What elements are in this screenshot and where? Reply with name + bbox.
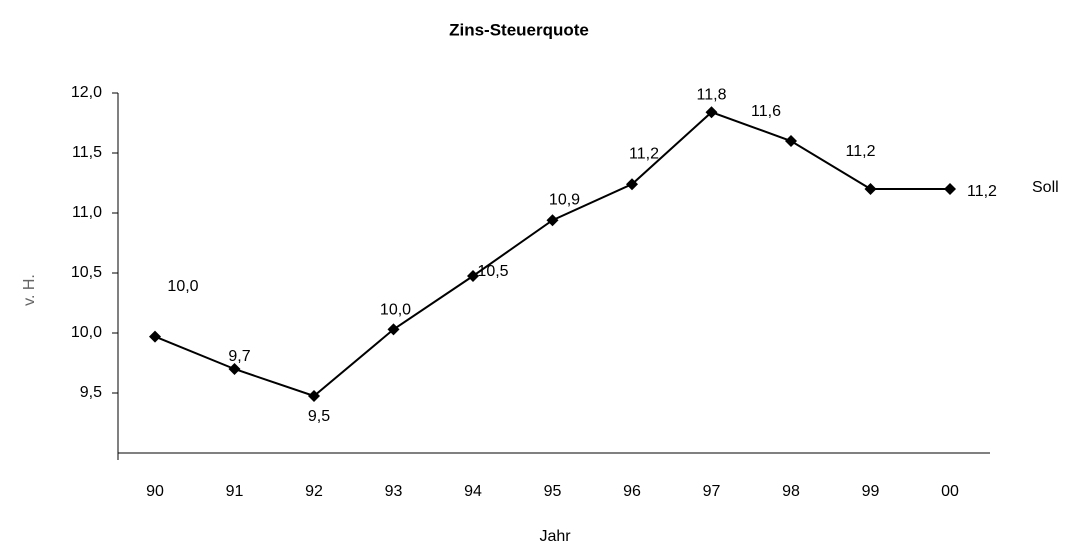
marker [308, 390, 320, 402]
y-tick-label: 9,5 [80, 384, 102, 401]
y-tick-label: 10,5 [71, 264, 102, 281]
y-tick-label: 10,0 [71, 324, 102, 341]
data-label: 10,0 [380, 302, 411, 319]
y-tick-label: 11,0 [72, 204, 102, 221]
x-tick-label: 90 [146, 483, 164, 500]
data-label: 11,2 [967, 183, 997, 200]
y-tick-label: 11,5 [72, 144, 102, 161]
line [154, 111, 950, 398]
marker [705, 106, 718, 119]
data-label: 11,8 [697, 86, 727, 103]
marker [546, 214, 559, 227]
marker [626, 178, 638, 191]
x-tick-label: 94 [464, 483, 482, 500]
marker [864, 183, 877, 195]
annotation: Soll [1032, 179, 1059, 196]
x-axis-label: Jahr [539, 528, 571, 545]
marker [387, 323, 400, 336]
data-label: 10,9 [549, 191, 580, 208]
chart-title: Zins-Steuerquote [449, 20, 589, 39]
marker [785, 135, 797, 147]
marker [467, 270, 479, 282]
x-tick-label: 98 [782, 483, 800, 500]
x-tick-label: 00 [941, 483, 959, 500]
y-tick-label: 12,0 [71, 84, 102, 101]
marker [228, 363, 241, 375]
marker [149, 330, 161, 343]
data-label: 10,0 [167, 278, 198, 295]
data-label: 11,2 [846, 143, 876, 160]
data-label: 11,6 [751, 103, 781, 120]
data-label: 9,5 [308, 408, 330, 425]
data-label: 11,2 [629, 145, 659, 162]
data-label: 10,5 [477, 263, 508, 280]
data-label: 9,7 [228, 348, 250, 365]
x-tick-label: 93 [385, 483, 403, 500]
marker [944, 183, 956, 195]
x-tick-label: 96 [623, 483, 641, 500]
x-tick-label: 91 [226, 483, 244, 500]
x-tick-label: 99 [862, 483, 880, 500]
x-tick-label: 95 [544, 483, 562, 500]
x-tick-label: 92 [305, 483, 323, 500]
y-axis-label: v. H. [21, 274, 38, 306]
x-tick-label: 97 [703, 483, 721, 500]
